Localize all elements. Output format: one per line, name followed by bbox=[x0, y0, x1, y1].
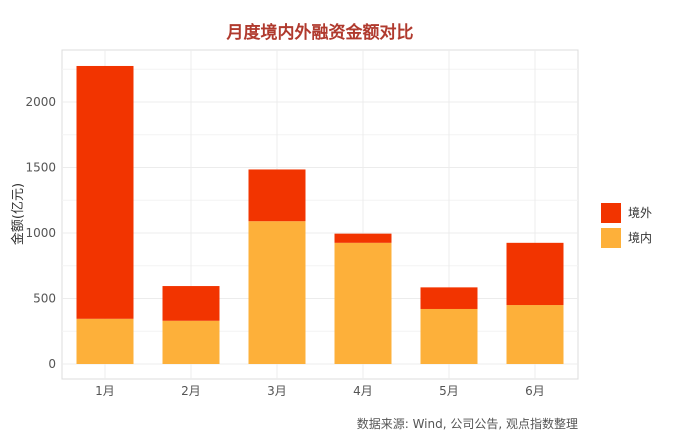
bar-domestic-4 bbox=[334, 242, 392, 364]
y-tick-label: 500 bbox=[33, 292, 56, 306]
bar-domestic-6 bbox=[506, 305, 564, 364]
bar-domestic-3 bbox=[248, 221, 306, 364]
source-note: 数据来源: Wind, 公司公告, 观点指数整理 bbox=[357, 416, 578, 431]
bar-overseas-4 bbox=[334, 233, 392, 243]
y-axis-label: 金额(亿元) bbox=[10, 183, 26, 245]
bar-domestic-2 bbox=[162, 320, 220, 364]
x-tick-label: 5月 bbox=[439, 384, 459, 398]
bar-domestic-1 bbox=[76, 318, 134, 364]
x-tick-label: 3月 bbox=[267, 384, 287, 398]
x-tick-label: 6月 bbox=[525, 384, 545, 398]
y-tick-label: 1000 bbox=[25, 226, 56, 240]
x-tick-label: 2月 bbox=[181, 384, 201, 398]
legend-swatch bbox=[601, 228, 621, 248]
legend-label: 境外 bbox=[628, 205, 652, 220]
bar-overseas-2 bbox=[162, 286, 220, 321]
bar-domestic-5 bbox=[420, 308, 478, 364]
bar-overseas-5 bbox=[420, 287, 478, 309]
y-tick-label: 2000 bbox=[25, 95, 56, 109]
y-axis-ticks: 0 500 1000 1500 2000 bbox=[25, 95, 56, 371]
plot-area bbox=[61, 49, 579, 380]
bars bbox=[76, 65, 564, 364]
y-tick-label: 0 bbox=[48, 357, 56, 371]
legend-label: 境内 bbox=[628, 230, 652, 245]
bar-overseas-3 bbox=[248, 169, 306, 222]
chart-title: 月度境内外融资金额对比 bbox=[226, 22, 414, 43]
x-tick-label: 1月 bbox=[95, 384, 115, 398]
bar-overseas-6 bbox=[506, 242, 564, 306]
plot-border bbox=[61, 49, 579, 380]
x-axis-ticks: 1月 2月 3月 4月 5月 6月 bbox=[95, 384, 545, 398]
y-tick-label: 1500 bbox=[25, 161, 56, 175]
legend-swatch bbox=[601, 203, 621, 223]
bar-overseas-1 bbox=[76, 65, 134, 319]
x-tick-label: 4月 bbox=[353, 384, 373, 398]
